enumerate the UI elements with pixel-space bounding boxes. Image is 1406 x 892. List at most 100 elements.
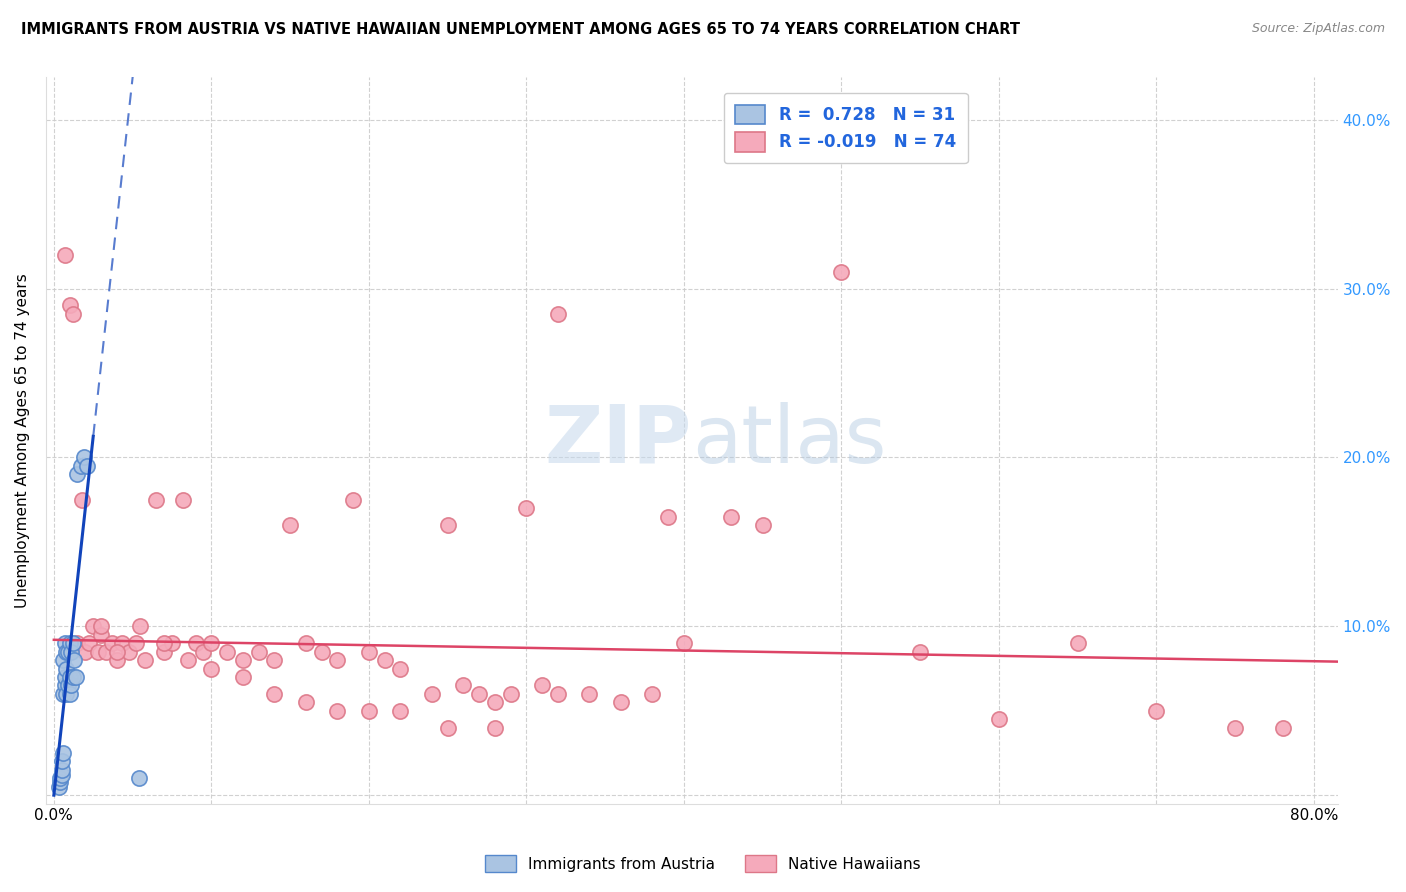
Point [247, 645, 270, 659]
Point [499, 687, 522, 701]
Point [1146, 704, 1168, 718]
Point [263, 687, 285, 701]
Point [830, 265, 852, 279]
Legend: Immigrants from Austria, Native Hawaiians: Immigrants from Austria, Native Hawaiian… [478, 847, 928, 880]
Point [232, 653, 254, 667]
Point [988, 712, 1011, 726]
Text: IMMIGRANTS FROM AUSTRIA VS NATIVE HAWAIIAN UNEMPLOYMENT AMONG AGES 65 TO 74 YEAR: IMMIGRANTS FROM AUSTRIA VS NATIVE HAWAII… [21, 22, 1021, 37]
Point [70, 492, 93, 507]
Point [52, 653, 75, 667]
Point [436, 518, 458, 533]
Point [55, 661, 77, 675]
Point [200, 661, 222, 675]
Point [531, 678, 554, 692]
Point [484, 695, 506, 709]
Point [200, 636, 222, 650]
Point [53, 636, 76, 650]
Point [90, 628, 112, 642]
Point [59, 687, 82, 701]
Point [342, 492, 364, 507]
Point [641, 687, 664, 701]
Point [69, 458, 91, 473]
Point [1271, 721, 1294, 735]
Point [110, 636, 132, 650]
Point [720, 509, 742, 524]
Point [75, 645, 97, 659]
Point [60, 645, 83, 659]
Point [63, 653, 86, 667]
Point [49, 774, 72, 789]
Point [134, 653, 156, 667]
Point [77, 636, 100, 650]
Point [53, 670, 76, 684]
Point [672, 636, 695, 650]
Point [389, 704, 412, 718]
Point [153, 636, 176, 650]
Point [125, 636, 148, 650]
Point [468, 687, 491, 701]
Point [62, 307, 84, 321]
Point [547, 687, 569, 701]
Legend: R =  0.728   N = 31, R = -0.019   N = 74: R = 0.728 N = 31, R = -0.019 N = 74 [724, 93, 967, 163]
Point [357, 645, 380, 659]
Point [105, 645, 128, 659]
Point [295, 695, 318, 709]
Y-axis label: Unemployment Among Ages 65 to 74 years: Unemployment Among Ages 65 to 74 years [15, 273, 30, 608]
Point [232, 670, 254, 684]
Point [52, 687, 75, 701]
Point [94, 645, 117, 659]
Point [908, 645, 931, 659]
Point [118, 645, 141, 659]
Point [1067, 636, 1090, 650]
Point [82, 619, 104, 633]
Point [326, 704, 349, 718]
Point [217, 645, 239, 659]
Point [436, 721, 458, 735]
Point [547, 307, 569, 321]
Point [55, 645, 77, 659]
Point [128, 772, 150, 786]
Point [76, 458, 98, 473]
Point [1225, 721, 1247, 735]
Text: atlas: atlas [692, 401, 886, 480]
Point [60, 678, 83, 692]
Text: ZIP: ZIP [544, 401, 692, 480]
Point [311, 645, 333, 659]
Point [177, 653, 200, 667]
Point [145, 492, 167, 507]
Point [263, 653, 285, 667]
Point [160, 636, 183, 650]
Point [129, 619, 152, 633]
Point [48, 780, 70, 794]
Point [105, 653, 128, 667]
Point [193, 645, 215, 659]
Point [420, 687, 443, 701]
Point [389, 661, 412, 675]
Point [53, 678, 76, 692]
Point [56, 645, 79, 659]
Point [278, 518, 301, 533]
Point [101, 636, 124, 650]
Point [65, 670, 87, 684]
Point [51, 755, 73, 769]
Point [59, 298, 82, 312]
Point [87, 645, 110, 659]
Point [52, 746, 75, 760]
Point [484, 721, 506, 735]
Point [515, 501, 537, 516]
Point [610, 695, 633, 709]
Point [172, 492, 194, 507]
Point [374, 653, 396, 667]
Point [578, 687, 600, 701]
Point [53, 248, 76, 262]
Point [56, 678, 79, 692]
Point [326, 653, 349, 667]
Point [73, 450, 96, 465]
Point [453, 678, 475, 692]
Point [55, 687, 77, 701]
Point [59, 636, 82, 650]
Point [66, 636, 89, 650]
Point [657, 509, 679, 524]
Point [51, 763, 73, 777]
Point [49, 772, 72, 786]
